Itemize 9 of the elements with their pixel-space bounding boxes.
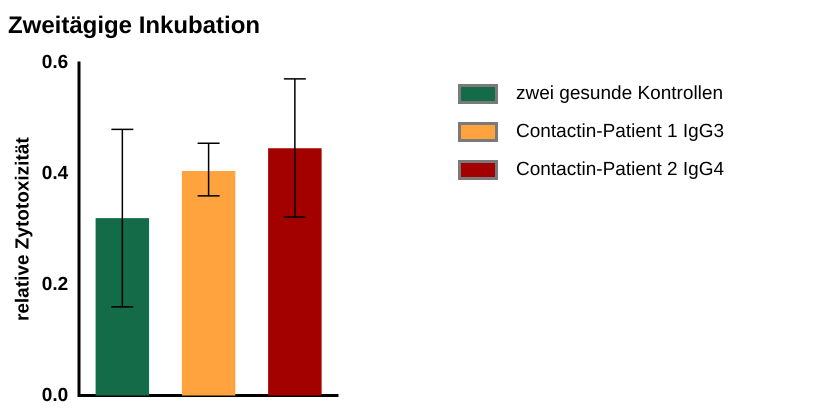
y-axis-title: relative Zytotoxizität [12, 136, 34, 322]
chart-title: Zweitägige Inkubation [8, 12, 260, 40]
legend-label: Contactin-Patient 2 IgG4 [516, 159, 724, 181]
legend-label: Contactin-Patient 1 IgG3 [516, 121, 724, 143]
legend-label: zwei gesunde Kontrollen [516, 83, 724, 105]
y-tick-label: 0.0 [42, 384, 68, 406]
y-tick-label: 0.4 [42, 162, 69, 184]
y-tick-label: 0.2 [42, 274, 68, 295]
y-tick-label: 0.6 [42, 52, 68, 74]
